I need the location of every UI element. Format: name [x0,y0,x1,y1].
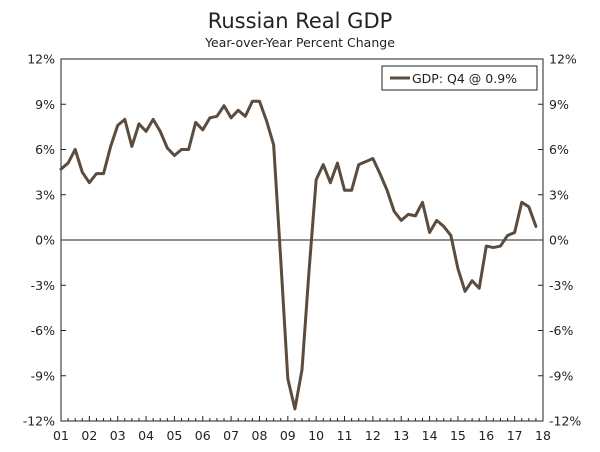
x-tick-label: 14 [422,428,438,443]
y-tick-label-right: -9% [549,368,573,383]
x-tick-label: 03 [110,428,126,443]
y-tick-label-right: 3% [549,187,569,202]
x-tick-label: 11 [337,428,353,443]
x-tick-label: 08 [252,428,268,443]
x-tick-label: 17 [507,428,523,443]
x-tick-label: 01 [53,428,69,443]
y-tick-label-right: 12% [549,52,577,67]
x-tick-label: 10 [308,428,324,443]
legend-label: GDP: Q4 @ 0.9% [412,71,517,86]
x-tick-label: 05 [166,428,182,443]
y-ticks-right: 12% 9% 6% 3% 0% -3% -6% -9% -12% [538,52,581,429]
x-tick-label: 13 [393,428,409,443]
y-tick-label-left: -3% [31,278,55,293]
y-tick-label-right: 9% [549,97,569,112]
y-tick-label-left: -12% [23,414,55,429]
y-tick-label-right: 6% [549,142,569,157]
chart-subtitle: Year-over-Year Percent Change [204,35,395,50]
x-tick-label: 12 [365,428,381,443]
y-tick-label-left: 0% [35,233,55,248]
x-tick-label: 06 [195,428,211,443]
x-tick-label: 04 [138,428,154,443]
y-ticks-left: 12% 9% 6% 3% 0% -3% -6% -9% -12% [23,52,66,429]
chart-title: Russian Real GDP [208,9,393,33]
y-tick-label-left: 12% [27,52,55,67]
y-tick-label-right: -12% [549,414,581,429]
y-tick-label-right: 0% [549,233,569,248]
y-tick-label-left: -6% [31,323,55,338]
y-tick-label-left: 9% [35,97,55,112]
x-tick-label: 15 [450,428,466,443]
x-tick-label: 16 [478,428,494,443]
x-tick-label: 07 [223,428,239,443]
x-tick-label: 18 [535,428,551,443]
series-line-gdp [59,99,538,411]
y-tick-label-left: 3% [35,187,55,202]
x-tick-label: 02 [81,428,97,443]
x-ticks: 01 02 03 04 05 06 07 08 09 10 11 12 13 14 15 16 17 18 [53,416,551,443]
y-tick-label-left: -9% [31,368,55,383]
x-tick-label: 09 [280,428,296,443]
y-tick-label-left: 6% [35,142,55,157]
y-tick-label-right: -6% [549,323,573,338]
legend: GDP: Q4 @ 0.9% [381,65,538,91]
y-tick-label-right: -3% [549,278,573,293]
